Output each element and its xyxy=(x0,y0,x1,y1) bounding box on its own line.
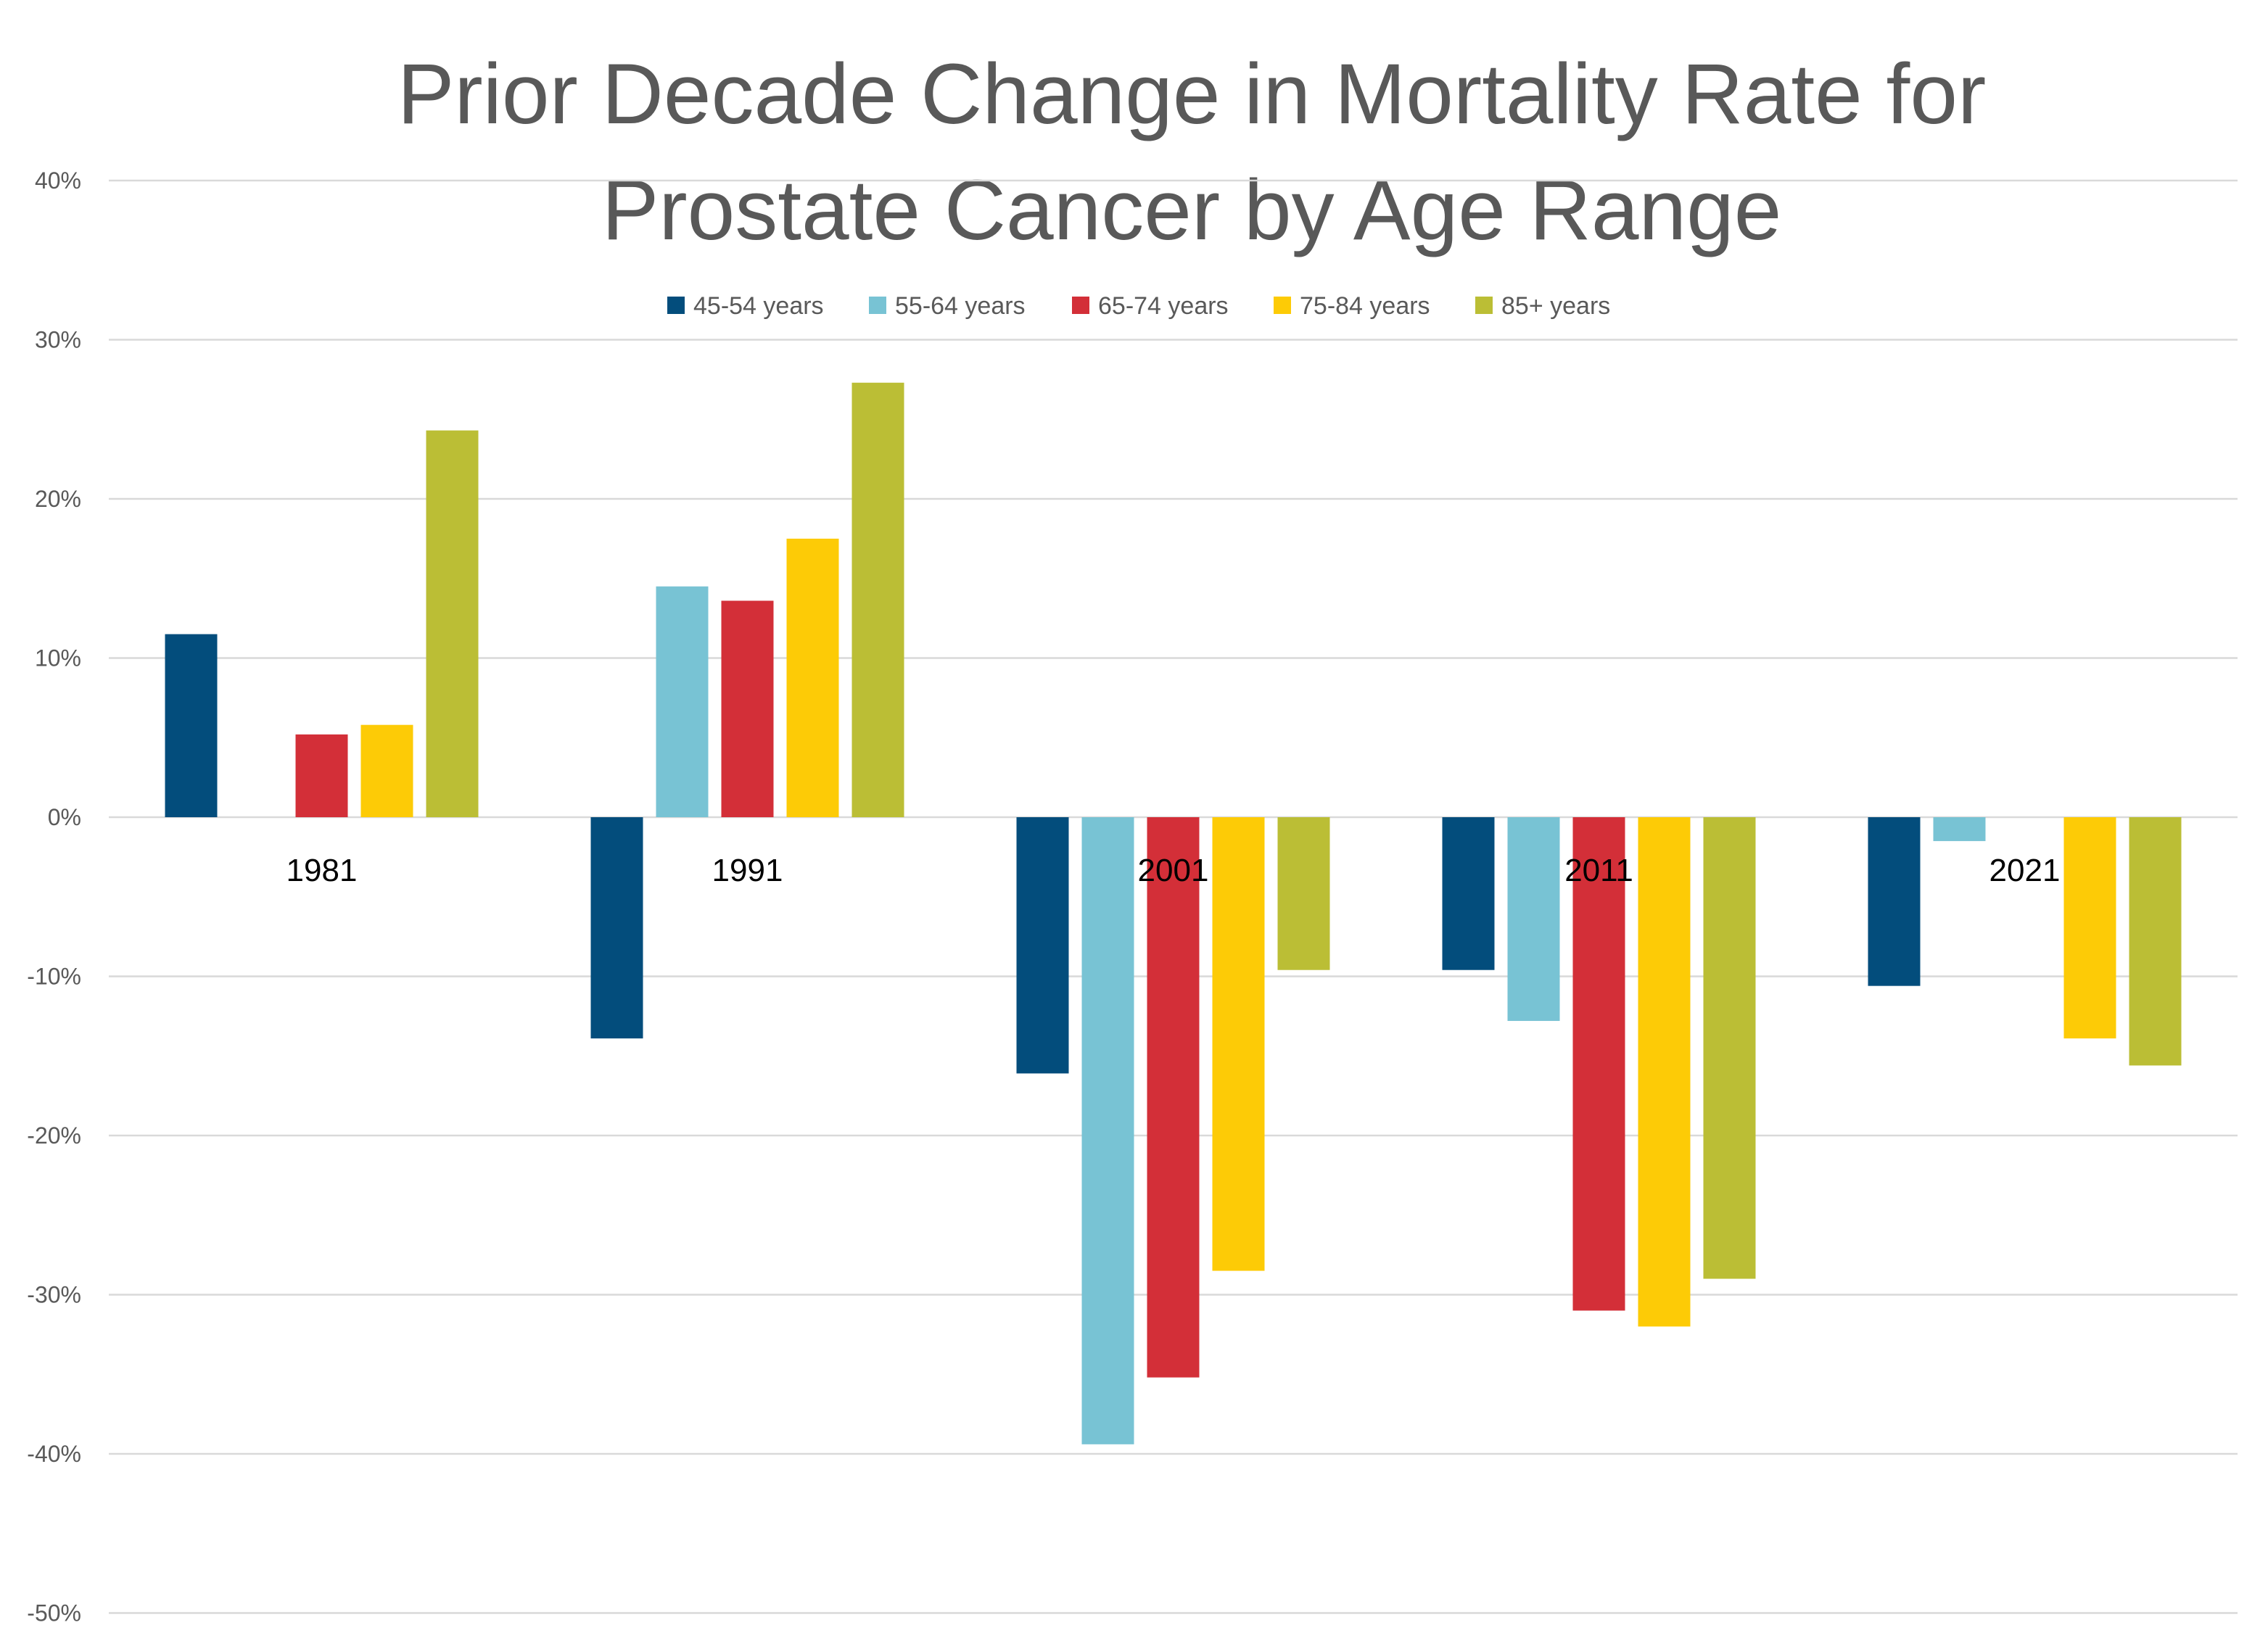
bar-2011-65-74-years xyxy=(1572,817,1625,1311)
bar-1981-45-54-years xyxy=(165,634,218,817)
legend-swatch xyxy=(1072,297,1089,314)
bar-2011-45-54-years xyxy=(1442,817,1495,970)
y-tick-label: 10% xyxy=(35,645,81,671)
bars xyxy=(165,382,2182,1444)
category-label: 2021 xyxy=(1989,853,2061,888)
y-tick-label: 40% xyxy=(35,168,81,194)
bar-1991-75-84-years xyxy=(786,538,839,817)
bar-1981-85-years xyxy=(426,430,479,817)
y-tick-label: -50% xyxy=(27,1600,81,1626)
y-tick-label: 30% xyxy=(35,327,81,353)
bar-2001-45-54-years xyxy=(1016,817,1069,1074)
chart-title-line-1: Prior Decade Change in Mortality Rate fo… xyxy=(397,46,1987,142)
bar-2011-75-84-years xyxy=(1638,817,1691,1327)
legend-swatch xyxy=(1475,297,1493,314)
legend-swatch xyxy=(667,297,685,314)
category-label: 1981 xyxy=(286,853,358,888)
bar-2011-85-years xyxy=(1703,817,1756,1279)
bar-2011-55-64-years xyxy=(1507,817,1560,1021)
bar-2021-85-years xyxy=(2129,817,2182,1066)
bar-1981-65-74-years xyxy=(295,734,348,817)
category-label: 2011 xyxy=(1564,853,1633,888)
legend-swatch xyxy=(1274,297,1291,314)
y-tick-label: -40% xyxy=(27,1441,81,1467)
y-axis-tick-labels: 40% 30% 20% 10% 0% -10% -20% -30% -40% -50% xyxy=(27,168,81,1626)
category-label: 2001 xyxy=(1138,853,1209,888)
y-tick-label: 20% xyxy=(35,486,81,512)
bar-2001-85-years xyxy=(1277,817,1330,970)
y-tick-label: -20% xyxy=(27,1122,81,1149)
legend-label: 75-84 years xyxy=(1300,292,1430,320)
bar-2001-55-64-years xyxy=(1081,817,1134,1444)
y-tick-label: -10% xyxy=(27,964,81,990)
category-label: 1991 xyxy=(712,853,783,888)
y-tick-label: -30% xyxy=(27,1282,81,1308)
bar-1991-45-54-years xyxy=(590,817,643,1039)
legend-label: 65-74 years xyxy=(1098,292,1229,320)
bar-2001-65-74-years xyxy=(1147,817,1200,1378)
bar-1991-85-years xyxy=(851,382,904,817)
legend-label: 55-64 years xyxy=(895,292,1026,320)
legend-swatch xyxy=(869,297,886,314)
bar-1991-65-74-years xyxy=(721,600,774,817)
y-tick-label: 0% xyxy=(48,804,81,830)
bar-1981-75-84-years xyxy=(360,724,413,817)
legend-label: 85+ years xyxy=(1501,292,1610,320)
bar-2021-45-54-years xyxy=(1868,817,1921,986)
legend-label: 45-54 years xyxy=(693,292,824,320)
category-labels: 1981 1991 2001 2011 2021 xyxy=(286,853,2061,888)
bar-2001-75-84-years xyxy=(1212,817,1265,1271)
legend: 45-54 years 55-64 years 65-74 years 75-84 y… xyxy=(667,292,1610,320)
chart-title-line-2: Prostate Cancer by Age Range xyxy=(602,162,1782,258)
bar-1991-55-64-years xyxy=(656,586,709,817)
bar-2021-75-84-years xyxy=(2063,817,2116,1039)
bar-2021-55-64-years xyxy=(1933,817,1986,841)
